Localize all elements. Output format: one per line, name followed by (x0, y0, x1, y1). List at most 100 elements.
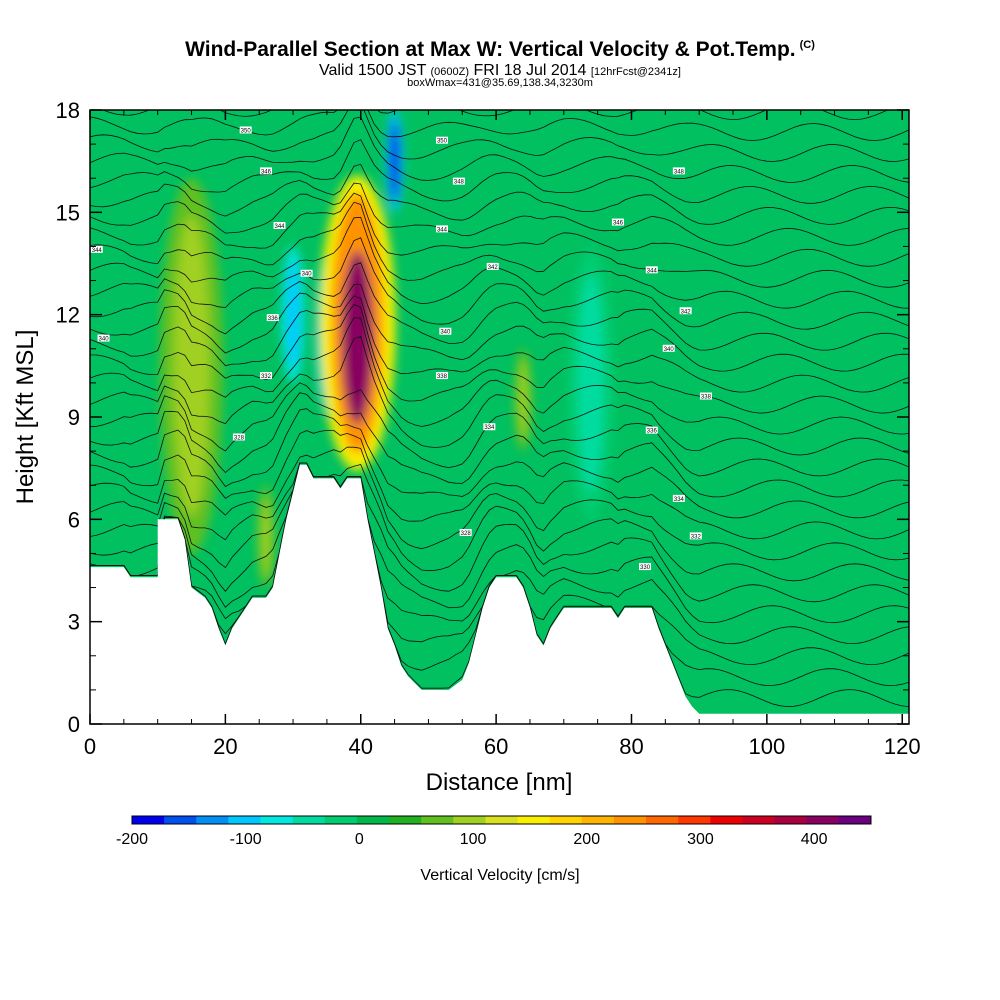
terrain (90, 464, 909, 724)
isentrope-label-bg-20 (679, 307, 692, 315)
colorbar-swatch-14 (581, 816, 615, 824)
colorbar-tick-label-2: 0 (355, 831, 364, 848)
valid-time-utc: (0600Z) (430, 66, 470, 78)
colorbar-swatch-6 (324, 816, 358, 824)
isentrope-12 (90, 335, 909, 456)
isentrope-label-23: 336 (647, 429, 658, 435)
y-tick-label-2: 6 (68, 507, 80, 532)
colorbar-swatch-21 (806, 816, 840, 824)
isentrope-label-bg-15 (483, 423, 496, 431)
valid-time: Valid 1500 JST (0600Z) FRI 18 Jul 2014 [… (0, 62, 1000, 80)
isentrope-label-bg-0 (239, 126, 252, 134)
colorbar-swatch-9 (421, 816, 454, 824)
isentrope-16 (90, 284, 909, 372)
isentrope-label-bg-12 (486, 262, 499, 270)
isentrope-label-bg-23 (645, 426, 658, 434)
x-tick-label-1: 20 (213, 734, 237, 759)
isentrope-label-3: 340 (302, 272, 313, 278)
y-tick-label-4: 12 (56, 303, 80, 328)
velocity-cell-1 (261, 495, 271, 578)
colorbar-swatch-15 (613, 816, 647, 824)
isentrope-label-bg-11 (435, 225, 448, 233)
isentrope-8 (90, 430, 909, 540)
colorbar-swatch-10 (453, 816, 486, 824)
isentrope-label-8: 340 (99, 337, 110, 343)
isentrope-5 (90, 462, 909, 603)
colorbar-swatch-16 (646, 816, 679, 824)
colorbar-swatch-11 (485, 816, 519, 824)
isentrope-29 (90, 66, 909, 99)
isentrope-label-bg-8 (97, 334, 110, 342)
isentrope-label-17: 348 (674, 169, 685, 175)
velocity-cell-7 (577, 273, 604, 493)
isentrope-labels: 350 346 344 340 336 332 328 344 340 350 348 344 342 3… (90, 126, 712, 571)
isentrope-label-bg-14 (435, 372, 448, 380)
isentrope-label-19: 344 (647, 268, 658, 274)
colorbar-swatch-2 (196, 816, 229, 824)
isentrope-label-15: 334 (484, 425, 495, 431)
y-tick-label-6: 18 (56, 98, 80, 123)
x-tick-label-6: 120 (884, 734, 921, 759)
axes: 0 20 40 60 80 100 120 0 3 6 9 12 15 18 (56, 98, 921, 759)
y-tick-label-1: 3 (68, 610, 80, 635)
isentrope-21 (90, 192, 909, 267)
isentrope-label-bg-19 (645, 266, 658, 274)
colorbar-swatch-18 (710, 816, 743, 824)
isentrope-label-14: 338 (437, 374, 448, 380)
colorbar-tick-label-3: 100 (460, 831, 487, 848)
colorbar-label: Vertical Velocity [cm/s] (420, 867, 579, 884)
y-tick-label-3: 9 (68, 405, 80, 430)
chart-title: Wind-Parallel Section at Max W: Vertical… (0, 38, 1000, 62)
isentrope-13 (90, 317, 909, 435)
forecast-info: [12hrFcst@2341z] (590, 66, 681, 78)
isentrope-label-bg-17 (672, 167, 685, 175)
isentrope-label-9: 350 (437, 139, 448, 145)
isentrope-6 (90, 462, 909, 582)
isentrope-3 (90, 462, 909, 645)
isentrope-19 (90, 216, 909, 309)
isentrope-15 (90, 295, 909, 393)
colorbar-tick-label-5: 300 (687, 831, 714, 848)
chart-title-text: Wind-Parallel Section at Max W: Vertical… (185, 38, 796, 61)
y-tick-label-5: 15 (56, 200, 80, 225)
isentrope-label-bg-9 (435, 136, 448, 144)
colorbar-swatch-8 (389, 816, 422, 824)
colorbar-swatch-22 (838, 816, 872, 824)
colorbar-tick-label-4: 200 (573, 831, 600, 848)
isentrope-9 (90, 408, 909, 519)
x-tick-label-0: 0 (84, 734, 96, 759)
colorbar-tick-label-6: 400 (801, 831, 828, 848)
colorbar-swatch-13 (549, 816, 583, 824)
colorbar-swatch-12 (517, 816, 551, 824)
isentrope-label-bg-5 (259, 372, 272, 380)
isentrope-label-6: 328 (234, 435, 245, 441)
isentrope-23 (90, 163, 909, 225)
isentrope-22 (90, 182, 909, 246)
isentrope-24 (90, 139, 909, 204)
x-tick-label-3: 60 (484, 734, 508, 759)
isentrope-label-bg-16 (459, 528, 472, 536)
colorbar-tick-label-1: -100 (230, 831, 262, 848)
isentrope-label-1: 346 (261, 169, 272, 175)
isentrope-label-bg-22 (699, 392, 712, 400)
isentrope-label-bg-21 (662, 344, 675, 352)
isentrope-label-bg-2 (273, 221, 286, 229)
colorbar-swatch-17 (678, 816, 711, 824)
isentrope-label-4: 336 (268, 316, 279, 322)
velocity-cell-6 (518, 359, 529, 441)
isentrope-label-0: 350 (241, 128, 252, 134)
isentrope-17 (90, 262, 909, 351)
isentrope-label-21: 340 (664, 347, 675, 353)
box-info: boxWmax=431@35.69,138.34,3230m (407, 77, 593, 89)
copyright-mark: (C) (799, 39, 815, 51)
isentrope-label-16: 328 (461, 531, 472, 537)
isentrope-label-bg-4 (266, 314, 279, 322)
isentrope-label-bg-1 (259, 167, 272, 175)
colorbar-swatch-7 (356, 816, 390, 824)
isentrope-label-25: 332 (691, 534, 702, 540)
isentrope-label-5: 332 (261, 374, 272, 380)
isentrope-label-13: 340 (440, 330, 451, 336)
x-tick-label-2: 40 (349, 734, 373, 759)
isentrope-label-bg-6 (232, 433, 245, 441)
